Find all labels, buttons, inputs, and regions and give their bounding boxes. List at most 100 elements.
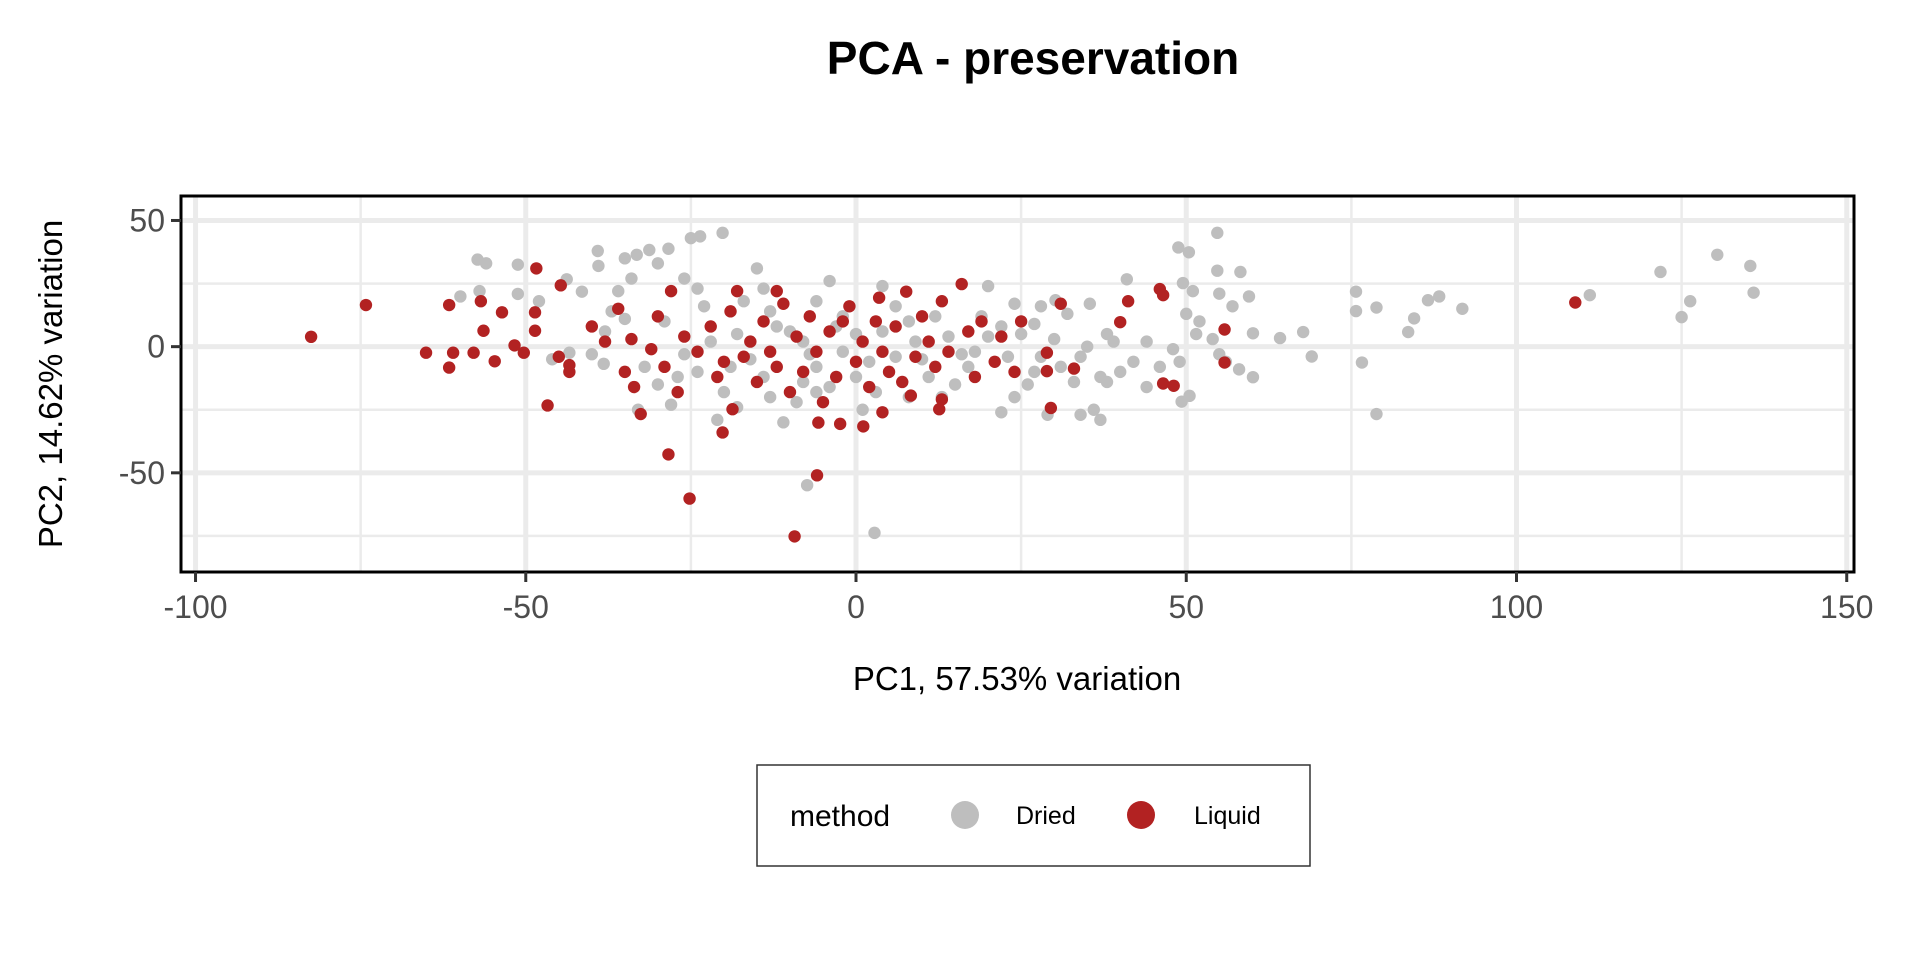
point-dried (1028, 365, 1041, 379)
point-liquid (915, 310, 929, 323)
point-liquid (554, 279, 567, 292)
point-liquid (1218, 323, 1231, 336)
point-liquid (777, 297, 790, 310)
point-dried (823, 380, 836, 394)
point-liquid (541, 399, 554, 412)
point-liquid (869, 315, 883, 328)
point-dried (1172, 241, 1185, 254)
point-liquid (683, 492, 696, 505)
point-dried (1083, 297, 1097, 310)
point-dried (1206, 332, 1219, 346)
legend-box (756, 764, 1311, 867)
point-liquid (876, 345, 889, 358)
point-dried (863, 355, 876, 368)
point-dried (716, 226, 729, 240)
point-dried (532, 295, 546, 308)
point-dried (1176, 276, 1190, 290)
point-liquid (882, 365, 896, 379)
point-liquid (935, 295, 949, 308)
point-liquid (1218, 356, 1231, 369)
point-dried (981, 330, 995, 343)
point-dried (1370, 301, 1383, 314)
point-dried (800, 478, 814, 492)
point-dried (1211, 226, 1224, 240)
point-liquid (856, 335, 869, 348)
point-liquid (922, 335, 935, 348)
point-dried (849, 370, 863, 384)
point-dried (737, 295, 750, 308)
point-dried (664, 398, 678, 411)
point-dried (889, 350, 902, 363)
point-dried (995, 406, 1008, 419)
point-liquid (783, 385, 797, 399)
plot-border (179, 194, 1856, 574)
point-dried (1747, 286, 1760, 299)
point-liquid (1167, 379, 1180, 392)
data-points (304, 226, 1760, 543)
point-liquid (528, 306, 542, 319)
point-liquid (442, 361, 456, 374)
point-dried (1684, 295, 1697, 308)
point-liquid (863, 380, 876, 394)
point-dried (1246, 327, 1260, 340)
series-liquid (304, 262, 1582, 543)
point-dried (1183, 389, 1196, 403)
point-dried (763, 390, 777, 404)
chart-title: PCA - preservation (827, 32, 1239, 84)
point-dried (868, 526, 881, 540)
point-liquid (359, 298, 373, 312)
gridlines (181, 196, 1854, 572)
point-dried (1166, 342, 1180, 356)
point-liquid (724, 305, 737, 318)
point-dried (922, 370, 935, 384)
point-liquid (467, 346, 480, 359)
point-dried (1014, 327, 1028, 341)
point-liquid (716, 426, 729, 439)
point-dried (856, 403, 869, 416)
x-axis-title: PC1, 57.53% variation (853, 660, 1181, 697)
point-dried (889, 300, 902, 313)
point-dried (1654, 265, 1667, 279)
point-liquid (790, 330, 803, 343)
point-liquid (935, 393, 949, 406)
point-dried (1349, 285, 1363, 298)
point-liquid (810, 469, 824, 482)
point-dried (511, 258, 525, 271)
point-dried (1189, 327, 1203, 341)
point-liquid (304, 330, 318, 344)
point-dried (1061, 307, 1074, 321)
point-liquid (942, 345, 955, 358)
point-liquid (627, 380, 641, 394)
point-dried (1456, 302, 1469, 315)
point-liquid (843, 300, 856, 313)
point-dried (678, 348, 691, 361)
point-liquid (1040, 364, 1054, 378)
x-tick-label: -100 (164, 589, 228, 625)
point-dried (1583, 288, 1597, 302)
point-dried (1186, 284, 1200, 298)
point-dried (1140, 380, 1153, 394)
point-dried (1127, 355, 1140, 368)
point-dried (704, 335, 717, 348)
point-liquid (508, 339, 521, 352)
x-tick-label: -50 (503, 589, 549, 625)
point-dried (1433, 290, 1446, 303)
point-liquid (552, 350, 565, 363)
point-liquid (770, 284, 783, 298)
point-dried (563, 346, 576, 359)
point-liquid (1569, 296, 1582, 309)
point-liquid (530, 262, 543, 275)
point-dried (777, 416, 790, 429)
x-tick-label: 50 (1168, 589, 1204, 625)
point-dried (1296, 325, 1310, 339)
point-dried (691, 282, 704, 295)
point-dried (1675, 310, 1688, 324)
point-liquid (975, 315, 988, 328)
point-liquid (896, 375, 909, 389)
legend: method Dried Liquid (756, 764, 1311, 867)
point-dried (790, 395, 803, 409)
point-liquid (1156, 288, 1170, 302)
point-dried (929, 310, 942, 323)
point-liquid (446, 346, 460, 359)
point-dried (1232, 363, 1246, 376)
